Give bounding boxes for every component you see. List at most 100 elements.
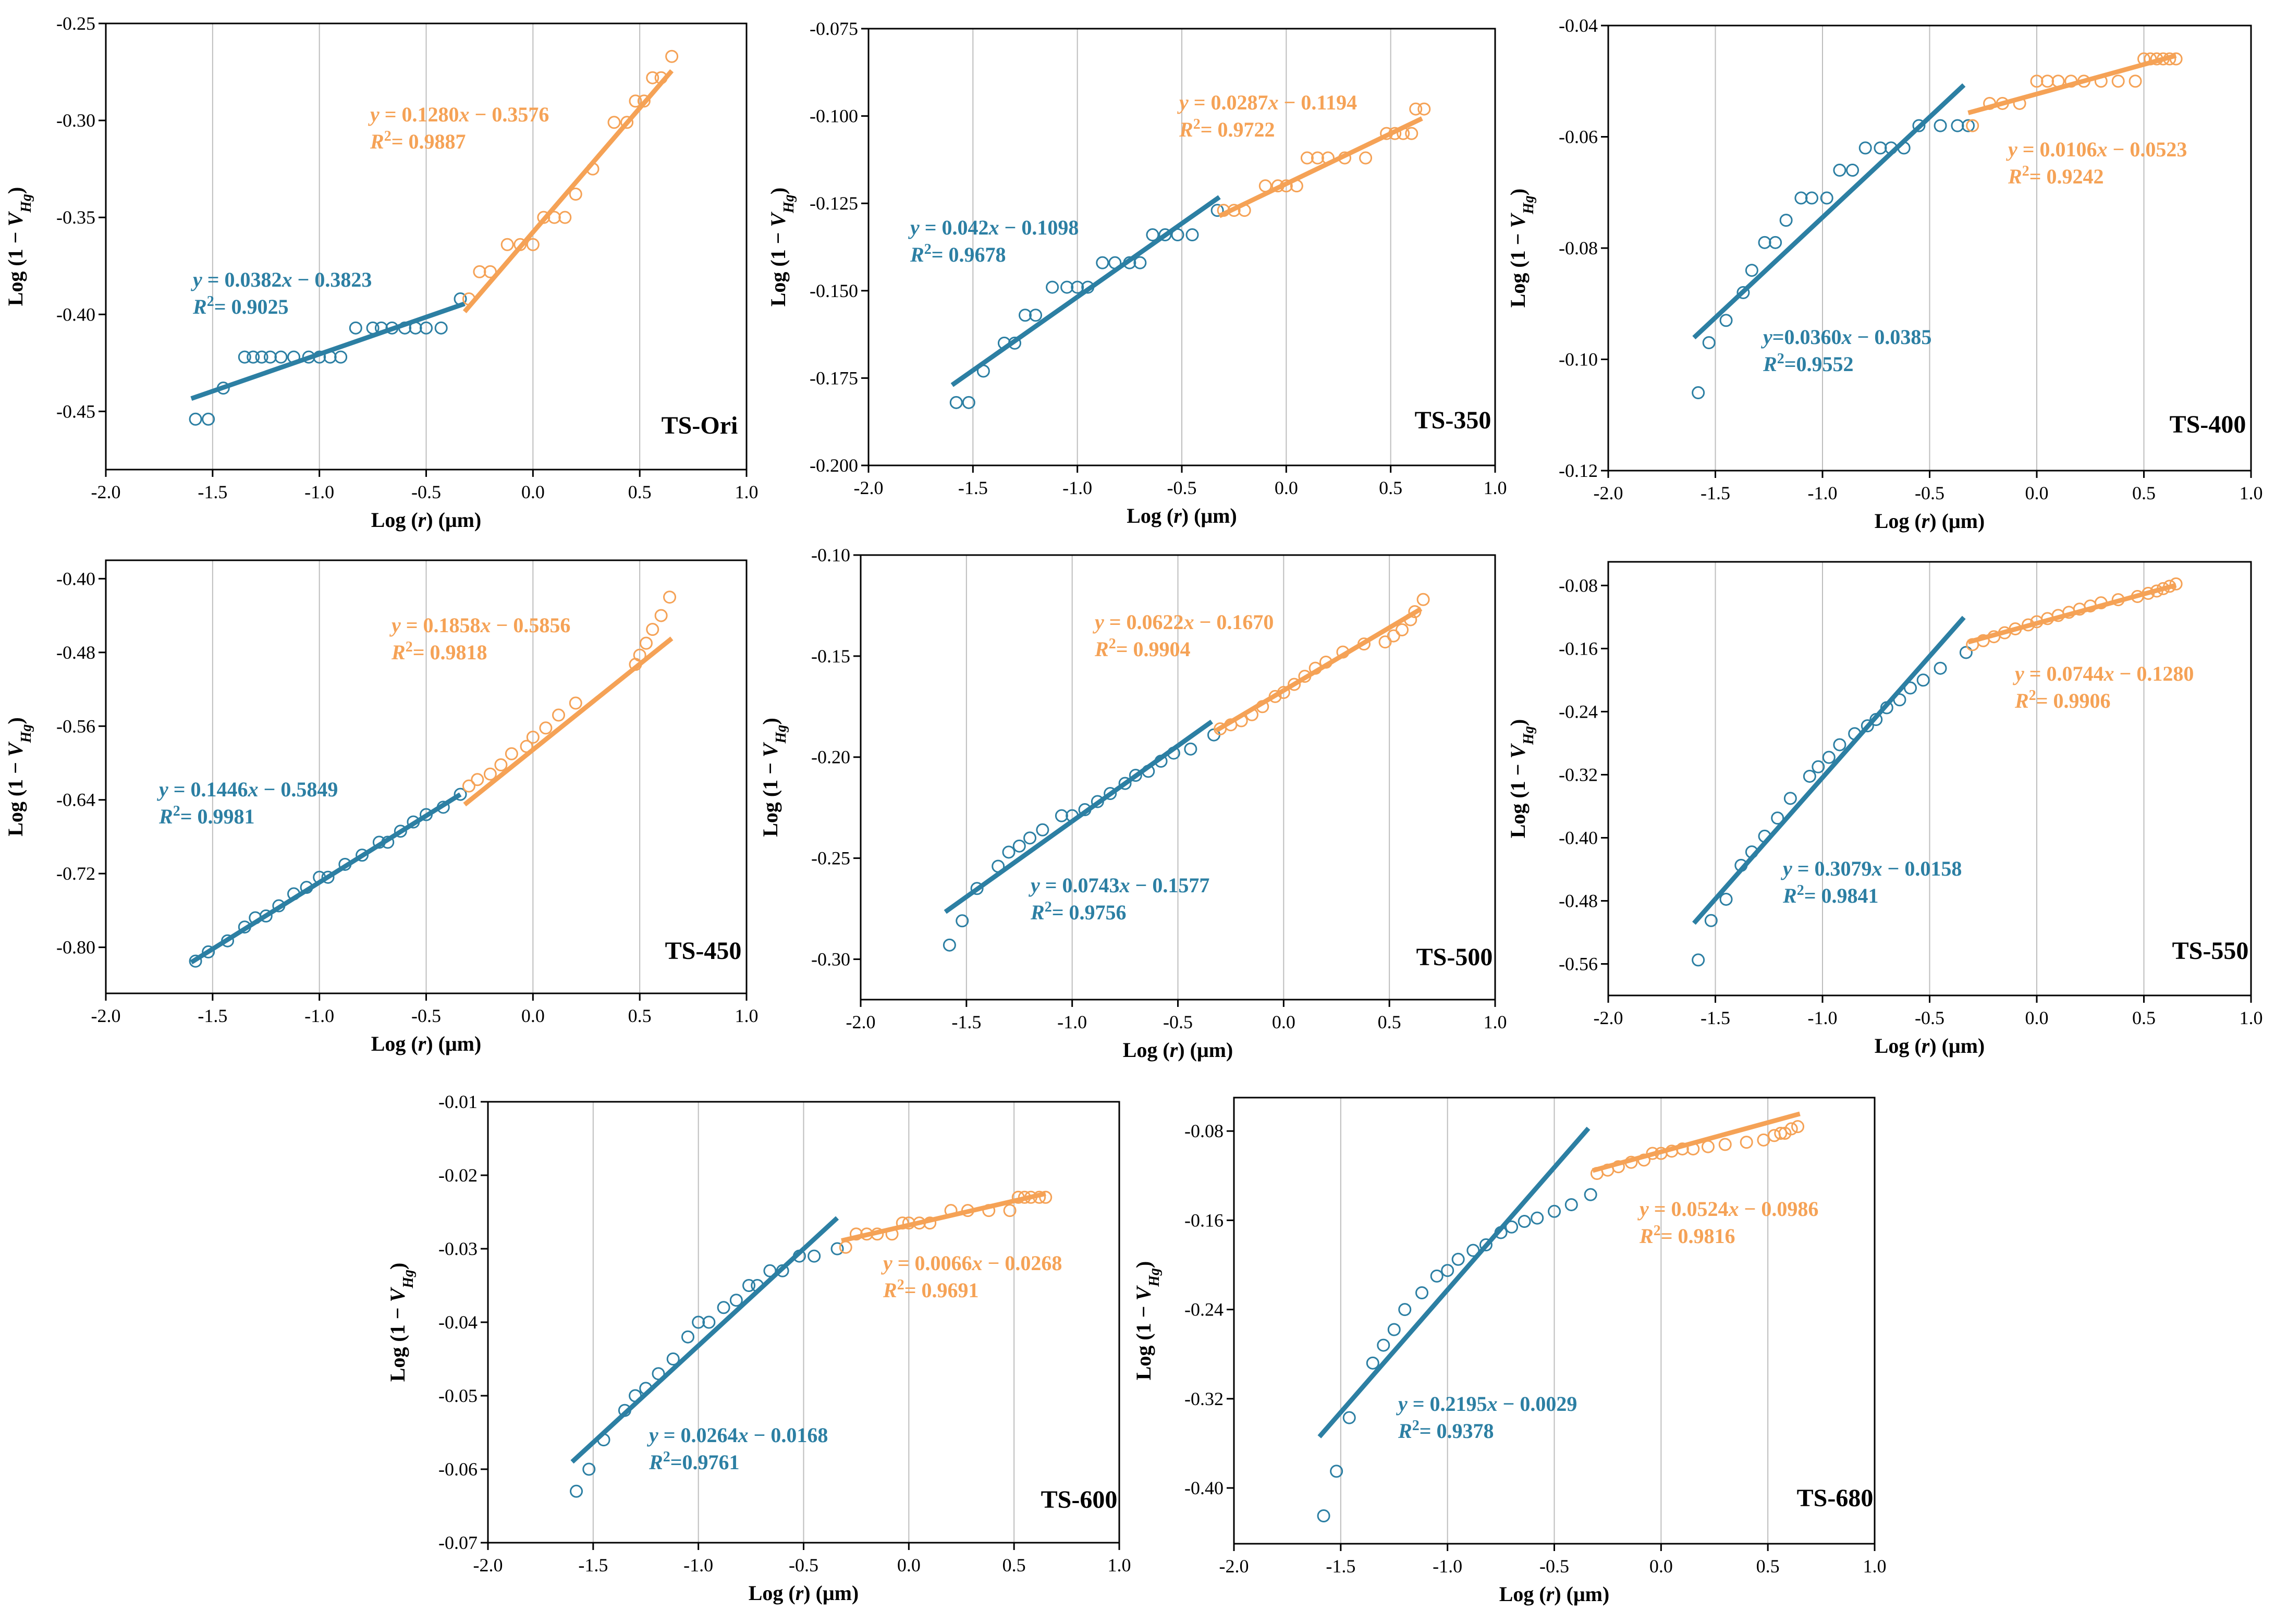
data-point — [255, 350, 268, 364]
data-point — [1848, 727, 1862, 741]
data-point — [1692, 386, 1705, 400]
y-tick-label: -0.02 — [438, 1165, 478, 1186]
data-point — [287, 350, 301, 364]
data-point — [372, 835, 386, 849]
data-point — [539, 721, 553, 735]
data-point — [2094, 75, 2108, 88]
data-point — [1408, 605, 1422, 619]
data-point — [385, 321, 399, 335]
data-point — [537, 211, 551, 224]
fit-r-squared: R2= 0.9816 — [1639, 1223, 1735, 1248]
y-tick-label: -0.08 — [1559, 575, 1598, 596]
panel-label: TS-600 — [1041, 1486, 1118, 1514]
fit-r-squared: R2= 0.9818 — [391, 639, 487, 665]
data-point — [1317, 1509, 1330, 1522]
data-point — [434, 321, 448, 335]
y-tick-label: -0.32 — [1559, 764, 1598, 785]
x-tick-label: -1.5 — [198, 482, 227, 502]
fit-line — [1215, 607, 1423, 733]
y-axis-label: Log (1 − VHg) — [1506, 189, 1537, 308]
data-point — [1387, 1323, 1401, 1336]
data-point — [681, 1330, 694, 1344]
data-point — [1018, 1190, 1031, 1204]
data-point — [1736, 286, 1750, 299]
fit-line — [1218, 116, 1423, 218]
chart-panel-ts-500: -2.0 -1.5 -1.0 -0.5 0.0 0.5 1.0 -0.30 -0.25 -0.20… — [759, 545, 1507, 1062]
x-tick-label: 1.0 — [735, 1005, 759, 1026]
data-point — [366, 321, 380, 335]
y-tick-label: -0.10 — [1559, 349, 1598, 370]
y-tick-label: -0.80 — [56, 937, 95, 958]
fit-r-squared: R2= 0.9904 — [1094, 636, 1190, 661]
x-tick-label: -1.5 — [951, 1012, 981, 1032]
x-tick-label: 0.5 — [2132, 1007, 2156, 1028]
data-point — [2150, 584, 2163, 598]
data-point — [1897, 141, 1911, 155]
y-tick-label: -0.48 — [1559, 890, 1598, 911]
data-point — [702, 1315, 716, 1329]
data-point — [420, 321, 433, 335]
fit-equation: y = 0.1280x − 0.3576 — [368, 103, 549, 126]
y-tick-label: -0.15 — [811, 646, 850, 667]
data-point — [300, 881, 313, 894]
x-tick-label: -1.0 — [1808, 483, 1838, 503]
data-point — [263, 350, 277, 364]
fit-equation: y = 0.0264x − 0.0168 — [647, 1423, 828, 1447]
fit-equation: y = 0.3079x − 0.0158 — [1781, 857, 1962, 880]
data-point — [2163, 580, 2176, 593]
chart-panel-ts-350: -2.0 -1.5 -1.0 -0.5 0.0 0.5 1.0 -0.200 -0.175 -0.… — [766, 18, 1507, 527]
y-axis-label: Log (1 − VHg) — [386, 1263, 417, 1382]
data-point — [997, 336, 1011, 350]
data-point — [394, 825, 407, 838]
data-point — [1046, 280, 1059, 294]
panel-label: TS-680 — [1797, 1484, 1874, 1512]
y-tick-label: -0.12 — [1559, 460, 1598, 481]
data-point — [652, 1367, 665, 1381]
data-point — [639, 636, 653, 650]
data-point — [1745, 264, 1758, 277]
data-point — [1934, 119, 1947, 132]
data-point — [1430, 1269, 1444, 1283]
data-point — [629, 1389, 642, 1402]
data-point — [2156, 52, 2170, 66]
data-point — [1794, 191, 1808, 205]
x-tick-label: -1.5 — [958, 477, 988, 498]
data-point — [1704, 914, 1718, 927]
data-point — [1494, 1226, 1508, 1239]
data-point — [1774, 1126, 1788, 1140]
y-tick-label: -0.175 — [810, 367, 858, 388]
chart-panel-ts-400: -2.0 -1.5 -1.0 -0.5 0.0 0.5 1.0 -0.12 -0.10 -0.08… — [1506, 15, 2263, 533]
x-axis-label: Log (r) (μm) — [1875, 1034, 1985, 1057]
data-point — [2142, 587, 2155, 600]
data-point — [1702, 336, 1716, 349]
data-point — [483, 767, 497, 781]
panel-label: TS-350 — [1415, 407, 1491, 434]
x-tick-label: -2.0 — [473, 1555, 503, 1576]
data-point — [849, 1227, 863, 1241]
data-point — [313, 870, 326, 884]
fit-equation: y = 0.0066x − 0.0268 — [881, 1251, 1062, 1275]
data-point — [552, 708, 565, 722]
data-point — [1996, 96, 2009, 110]
data-point — [1238, 204, 1251, 217]
data-point — [1003, 1204, 1017, 1217]
x-tick-label: -1.5 — [198, 1005, 227, 1026]
y-tick-label: -0.30 — [811, 949, 850, 969]
data-point — [558, 211, 572, 224]
fit-r-squared: R2= 0.9025 — [192, 293, 288, 319]
data-point — [1869, 713, 1883, 727]
fit-equation: y = 0.1858x − 0.5856 — [389, 613, 570, 637]
x-tick-label: -0.5 — [1915, 1007, 1944, 1028]
fit-line — [841, 1191, 1046, 1243]
y-axis-label: Log (1 − VHg) — [766, 188, 797, 307]
data-point — [381, 835, 395, 849]
fit-equation: y=0.0360x − 0.0385 — [1761, 325, 1931, 349]
data-point — [2156, 582, 2170, 595]
y-tick-label: -0.10 — [811, 545, 850, 565]
data-point — [1378, 635, 1392, 649]
data-point — [1096, 256, 1109, 269]
data-point — [885, 1227, 899, 1241]
data-point — [1758, 236, 1771, 249]
y-tick-label: -0.150 — [810, 280, 858, 301]
x-tick-label: 0.5 — [1378, 1012, 1401, 1032]
